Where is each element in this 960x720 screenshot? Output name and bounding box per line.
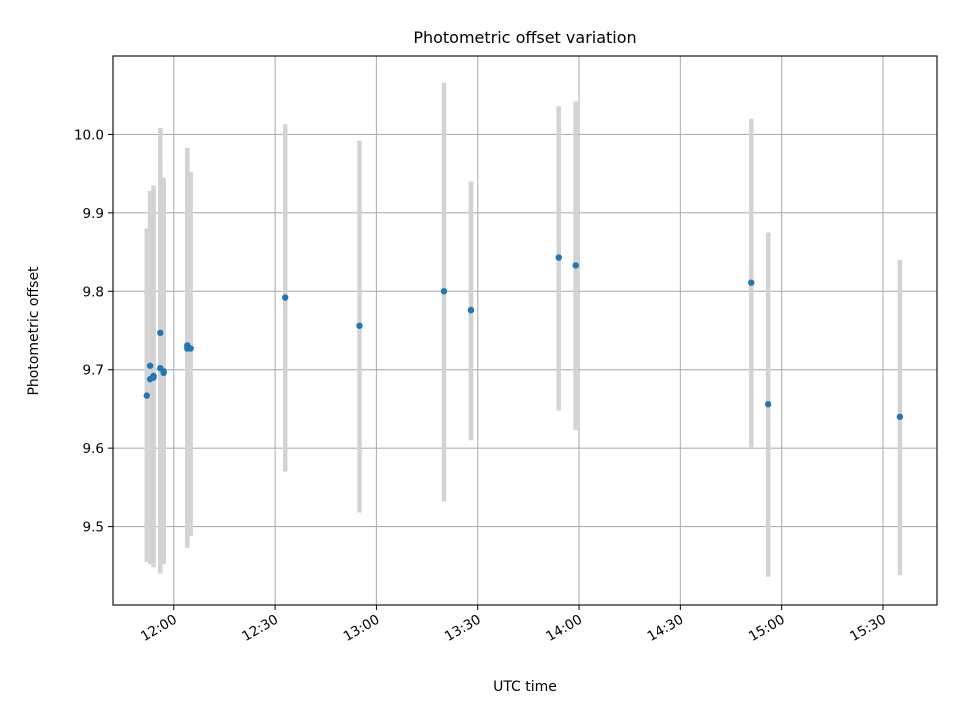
x-tick-label: 14:00 <box>543 612 585 645</box>
x-axis-ticks: 12:00 12:30 13:00 13:30 14:00 14:30 15:00 15:30 <box>138 605 889 645</box>
grid-lines <box>113 56 937 605</box>
x-tick-label: 13:00 <box>341 612 383 645</box>
data-point <box>896 413 904 420</box>
x-tick-label: 15:30 <box>847 612 889 645</box>
x-tick-label: 12:00 <box>138 612 180 645</box>
data-point <box>440 288 448 295</box>
x-axis-label: UTC time <box>493 679 557 695</box>
data-point <box>764 401 772 408</box>
y-tick-label: 10.0 <box>74 127 104 143</box>
error-bars <box>144 82 903 577</box>
x-tick-label: 13:30 <box>442 612 484 645</box>
data-point <box>555 254 562 261</box>
data-point <box>157 329 164 337</box>
plot-frame <box>112 55 938 606</box>
data-point <box>146 362 154 369</box>
y-tick-label: 9.8 <box>83 284 104 300</box>
data-point <box>187 345 194 352</box>
data-point <box>748 279 755 286</box>
data-point <box>356 322 363 329</box>
data-point <box>282 294 289 301</box>
y-tick-label: 9.5 <box>83 520 104 536</box>
data-point <box>467 306 475 314</box>
y-tick-label: 9.6 <box>83 441 104 457</box>
data-points <box>143 254 904 420</box>
x-tick-label: 12:30 <box>239 612 281 645</box>
data-point <box>572 262 579 269</box>
y-tick-label: 9.9 <box>83 206 104 222</box>
x-tick-label: 14:30 <box>645 612 687 645</box>
y-axis-ticks: 9.5 9.6 9.7 9.8 9.9 10.0 <box>74 127 113 536</box>
data-point <box>143 392 150 399</box>
chart-title: Photometric offset variation <box>413 28 636 47</box>
data-point <box>150 374 157 381</box>
x-tick-label: 15:00 <box>746 612 788 645</box>
y-tick-label: 9.7 <box>83 363 104 379</box>
y-axis-label: Photometric offset <box>26 266 42 396</box>
data-point <box>160 368 167 375</box>
